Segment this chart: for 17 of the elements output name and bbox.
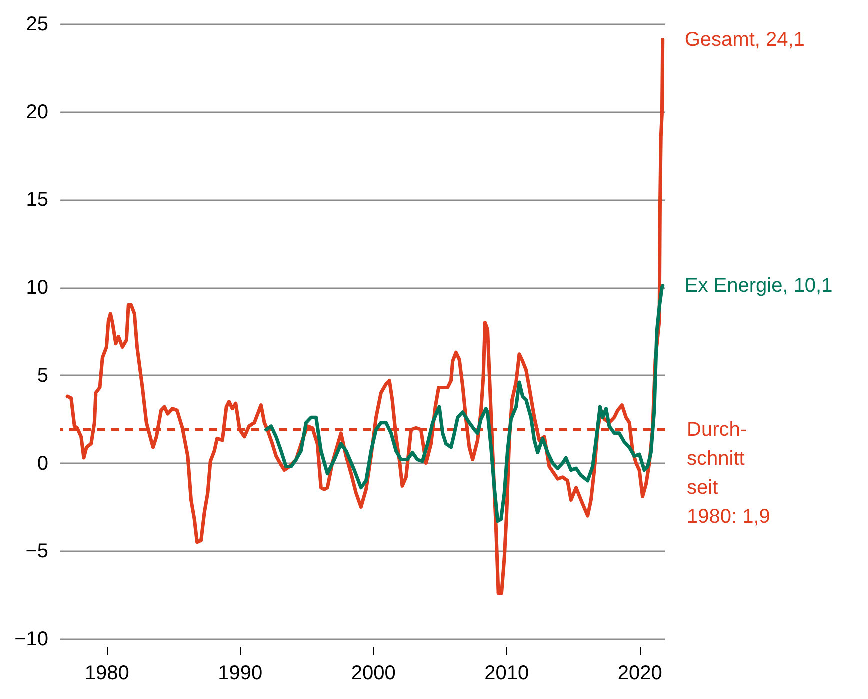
x-tick-label: 1980	[84, 662, 130, 684]
annotation: Gesamt, 24,1	[684, 28, 805, 51]
y-tick-label: 15	[26, 189, 48, 212]
y-tick-label: 0	[37, 452, 48, 475]
annotation: Ex Energie, 10,1	[684, 274, 833, 297]
y-tick-label: 25	[26, 14, 48, 36]
y-tick-label: 5	[37, 364, 48, 387]
y-tick-label: 10	[26, 277, 48, 300]
x-tick-label: 2010	[484, 662, 530, 684]
y-tick-label: −5	[26, 540, 48, 563]
x-tick-label: 2000	[351, 662, 396, 684]
x-tick-label: 1990	[218, 662, 263, 684]
x-tick-label: 2020	[618, 662, 662, 684]
line-series	[264, 284, 665, 524]
y-tick-label: 20	[26, 101, 48, 124]
ref-line-label: Durch- schnitt seit 1980: 1,9	[687, 418, 770, 528]
y-tick-label: −10	[14, 628, 48, 650]
